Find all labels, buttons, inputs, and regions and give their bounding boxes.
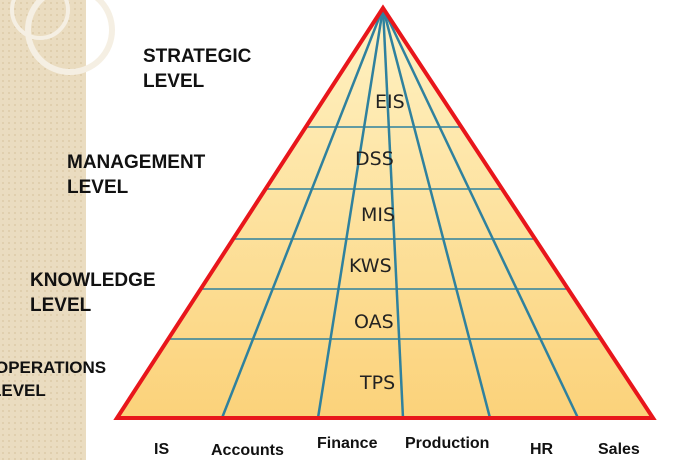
fan-line xyxy=(381,7,405,419)
department-label: HR xyxy=(530,441,554,458)
system-label: DSS xyxy=(355,148,394,170)
level-label: KNOWLEDGE xyxy=(30,270,156,291)
fan-line xyxy=(381,7,492,419)
system-label: TPS xyxy=(359,372,395,394)
department-label: Finance xyxy=(317,435,378,452)
decor-circle xyxy=(10,0,70,40)
level-label: OPERATIONS xyxy=(0,358,106,377)
level-label: MANAGEMENT xyxy=(67,152,206,173)
pyramid-fill xyxy=(117,8,653,418)
system-label: OAS xyxy=(354,311,394,333)
level-label: LEVEL xyxy=(143,71,205,92)
side-strip xyxy=(0,0,86,460)
pyramid-outline xyxy=(113,4,657,420)
department-label: Sales xyxy=(598,441,640,458)
level-label: LEVEL xyxy=(30,295,92,316)
level-label: STRATEGIC xyxy=(143,46,252,67)
system-label: EIS xyxy=(375,91,405,113)
department-label: IS xyxy=(154,441,169,458)
system-label: MIS xyxy=(361,204,395,226)
system-label: KWS xyxy=(349,255,392,277)
level-label: LEVEL xyxy=(0,381,46,400)
level-label: LEVEL xyxy=(67,177,129,198)
department-label: Accounts xyxy=(211,442,284,459)
fan-line xyxy=(220,7,385,419)
decor-circle xyxy=(25,0,115,75)
fan-line xyxy=(381,7,580,419)
fan-line xyxy=(316,7,385,419)
department-label: Production xyxy=(405,435,489,452)
